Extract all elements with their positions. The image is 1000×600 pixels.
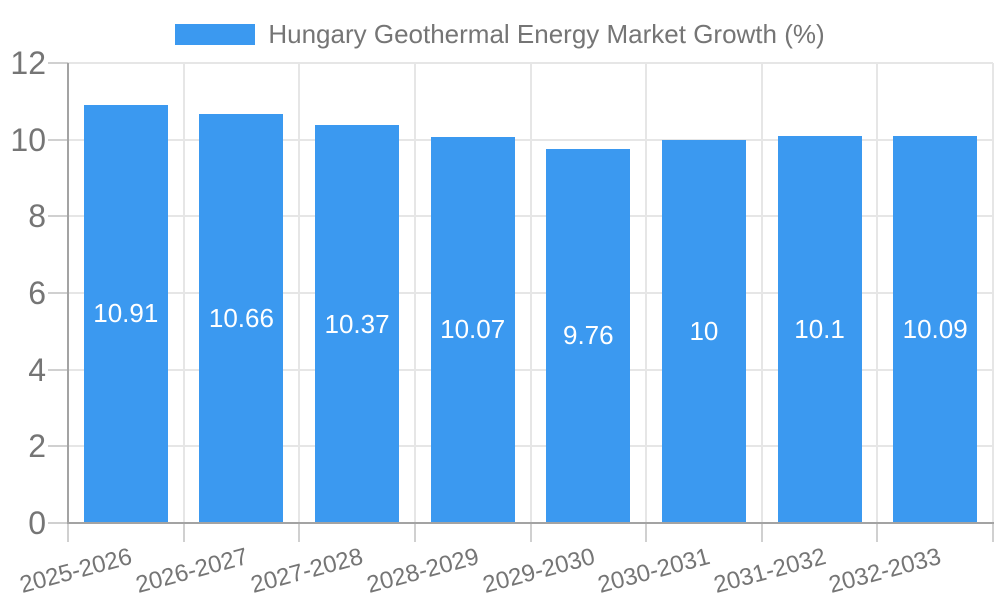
x-axis-line	[67, 522, 994, 524]
y-tick	[48, 292, 68, 294]
x-gridline	[876, 63, 879, 523]
y-axis-label: 0	[28, 505, 46, 541]
x-tick	[413, 523, 416, 542]
y-tick	[48, 215, 68, 218]
y-axis-label: 4	[28, 351, 46, 388]
bar-value-label: 9.76	[563, 320, 614, 351]
legend-swatch-icon	[175, 24, 256, 45]
legend-item[interactable]: Hungary Geothermal Energy Market Growth …	[0, 19, 1000, 50]
y-axis-label: 10	[10, 121, 46, 158]
bar-value-label: 10.07	[440, 314, 506, 345]
x-gridline	[413, 63, 416, 523]
bar[interactable]: 10.66	[199, 114, 284, 523]
x-tick	[67, 523, 69, 542]
y-tick	[48, 138, 68, 141]
bar-value-label: 10.1	[794, 313, 845, 344]
x-gridline	[992, 63, 994, 523]
x-tick	[182, 523, 185, 542]
y-tick	[48, 368, 68, 371]
y-axis-label: 12	[10, 45, 46, 81]
y-axis-label: 6	[28, 275, 46, 311]
x-gridline	[645, 63, 648, 523]
bar[interactable]: 10.91	[83, 104, 168, 523]
y-tick	[48, 522, 68, 524]
x-gridline	[529, 63, 532, 523]
x-tick	[298, 523, 301, 542]
bar-value-label: 10.91	[93, 298, 159, 329]
x-axis-label: 2025-2026	[16, 543, 135, 599]
bar[interactable]: 10.09	[893, 136, 978, 523]
bar[interactable]: 10.37	[315, 125, 400, 523]
y-axis-label: 2	[28, 428, 46, 465]
x-axis-label: 2028-2029	[363, 543, 482, 599]
x-tick	[760, 523, 763, 542]
bar[interactable]: 10.07	[430, 136, 515, 523]
bar-value-label: 10.66	[208, 303, 274, 334]
x-axis-label: 2031-2032	[710, 543, 829, 599]
bar-value-label: 10	[689, 315, 719, 346]
x-axis-label: 2032-2033	[826, 543, 945, 599]
x-gridline	[760, 63, 763, 523]
x-axis-label: 2029-2030	[479, 543, 598, 599]
x-axis-label: 2030-2031	[595, 543, 713, 599]
x-tick	[992, 523, 994, 542]
x-axis-label: 2027-2028	[248, 543, 367, 599]
bar-value-label: 10.37	[324, 308, 390, 339]
y-tick	[48, 445, 68, 448]
x-tick	[529, 523, 532, 542]
bar[interactable]: 9.76	[546, 148, 631, 523]
y-axis-line	[67, 63, 69, 523]
y-tick	[48, 62, 68, 64]
x-tick	[645, 523, 648, 542]
x-gridline	[182, 63, 185, 523]
legend-label: Hungary Geothermal Energy Market Growth …	[268, 19, 825, 49]
bar[interactable]: 10.1	[777, 135, 862, 523]
bar-value-label: 10.09	[902, 314, 968, 345]
x-axis-label: 2026-2027	[132, 543, 251, 599]
x-gridline	[298, 63, 301, 523]
y-axis-label: 8	[28, 198, 46, 235]
x-tick	[876, 523, 879, 542]
bar[interactable]: 10	[661, 139, 746, 523]
